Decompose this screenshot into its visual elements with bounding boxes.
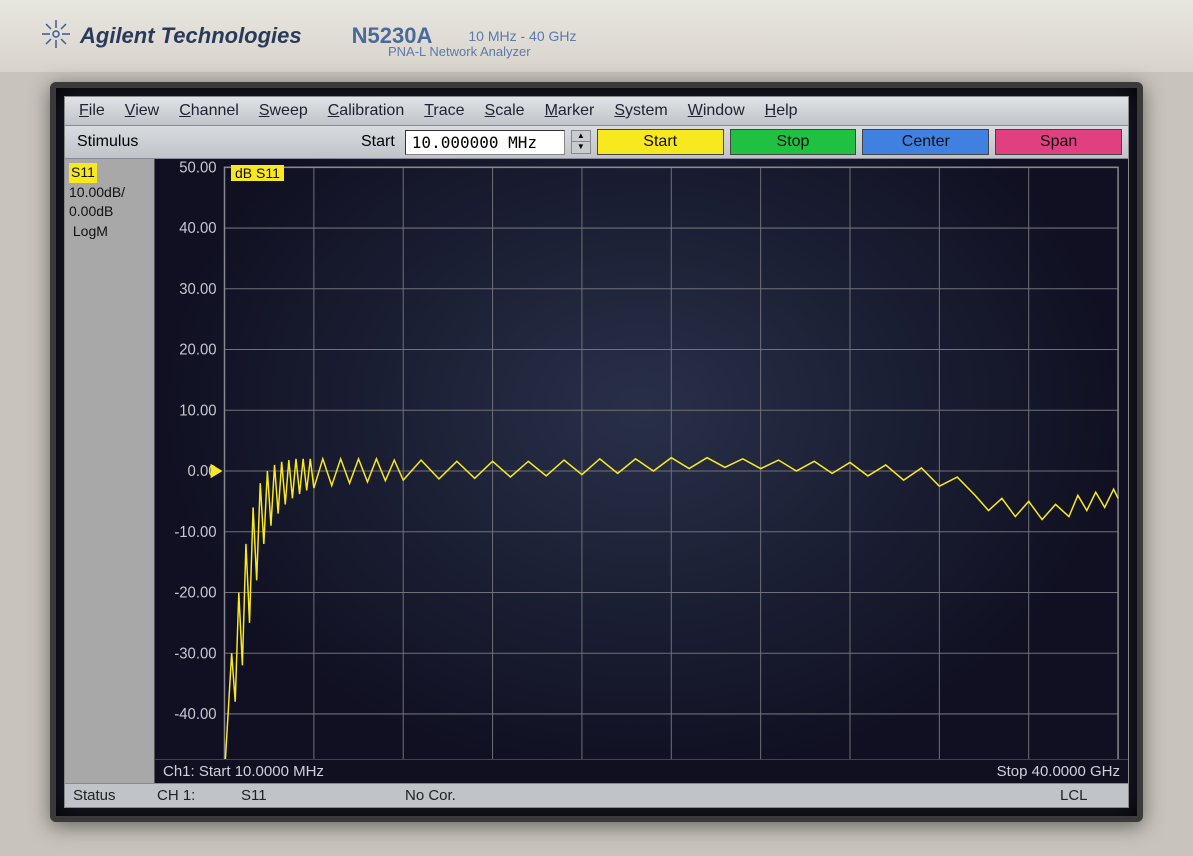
start-frequency-input[interactable] — [405, 130, 565, 155]
plot-footer: Ch1: Start 10.0000 MHz Stop 40.0000 GHz — [155, 759, 1128, 783]
trace-scale: 10.00dB/ — [69, 184, 125, 200]
brand-text: Agilent Technologies — [80, 23, 302, 49]
screen-frame: FileViewChannelSweepCalibrationTraceScal… — [50, 82, 1143, 822]
trace-param: S11 — [69, 163, 97, 183]
menu-file[interactable]: File — [71, 100, 113, 122]
menu-help[interactable]: Help — [757, 100, 806, 122]
span-button[interactable]: Span — [995, 129, 1122, 155]
x-stop-label: Stop 40.0000 GHz — [997, 763, 1120, 780]
start-label: Start — [357, 131, 399, 153]
status-channel: CH 1: — [157, 787, 217, 804]
plot-area[interactable]: dB S11 50.0040.0030.0020.0010.000.00-10.… — [155, 159, 1128, 783]
instrument-bezel: Agilent Technologies N5230A 10 MHz - 40 … — [0, 0, 1193, 72]
status-param: S11 — [241, 787, 301, 804]
brand-logo: Agilent Technologies — [40, 18, 302, 55]
trace-info-sidebar: S11 10.00dB/ 0.00dB LogM — [65, 159, 155, 783]
svg-text:-10.00: -10.00 — [174, 524, 216, 541]
svg-text:-30.00: -30.00 — [174, 645, 216, 662]
svg-text:30.00: 30.00 — [179, 281, 216, 298]
menu-window[interactable]: Window — [680, 100, 753, 122]
stimulus-label: Stimulus — [71, 131, 351, 153]
svg-text:-20.00: -20.00 — [174, 584, 216, 601]
stop-button[interactable]: Stop — [730, 129, 857, 155]
menu-scale[interactable]: Scale — [477, 100, 533, 122]
status-correction: No Cor. — [405, 787, 465, 804]
menu-system[interactable]: System — [606, 100, 675, 122]
start-button[interactable]: Start — [597, 129, 724, 155]
menubar: FileViewChannelSweepCalibrationTraceScal… — [65, 97, 1128, 126]
main-area: S11 10.00dB/ 0.00dB LogM dB S11 50.0040.… — [65, 159, 1128, 783]
model-subtitle: PNA-L Network Analyzer — [388, 44, 531, 59]
svg-text:50.00: 50.00 — [179, 159, 216, 176]
svg-text:20.00: 20.00 — [179, 341, 216, 358]
s11-chart: 50.0040.0030.0020.0010.000.00-10.00-20.0… — [155, 159, 1128, 783]
x-start-label: Ch1: Start 10.0000 MHz — [163, 763, 324, 780]
status-bar: Status CH 1: S11 No Cor. LCL — [65, 783, 1128, 807]
svg-text:40.00: 40.00 — [179, 220, 216, 237]
agilent-spark-icon — [40, 18, 72, 55]
center-button[interactable]: Center — [862, 129, 989, 155]
spinner-down-icon[interactable]: ▼ — [572, 142, 590, 153]
menu-view[interactable]: View — [117, 100, 167, 122]
plot-title-badge: dB S11 — [231, 165, 284, 181]
status-label: Status — [73, 787, 133, 804]
menu-trace[interactable]: Trace — [416, 100, 472, 122]
screen: FileViewChannelSweepCalibrationTraceScal… — [64, 96, 1129, 808]
spinner-up-icon[interactable]: ▲ — [572, 131, 590, 142]
svg-text:-40.00: -40.00 — [174, 706, 216, 723]
trace-ref: 0.00dB — [69, 203, 113, 219]
menu-channel[interactable]: Channel — [171, 100, 247, 122]
status-mode: LCL — [1060, 787, 1120, 804]
svg-text:10.00: 10.00 — [179, 402, 216, 419]
frequency-spinner[interactable]: ▲ ▼ — [571, 130, 591, 154]
model-freq-range: 10 MHz - 40 GHz — [468, 28, 576, 44]
menu-calibration[interactable]: Calibration — [320, 100, 413, 122]
menu-sweep[interactable]: Sweep — [251, 100, 316, 122]
menu-marker[interactable]: Marker — [537, 100, 603, 122]
stimulus-toolbar: Stimulus Start ▲ ▼ Start Stop Center Spa… — [65, 126, 1128, 159]
trace-format: LogM — [73, 223, 108, 239]
